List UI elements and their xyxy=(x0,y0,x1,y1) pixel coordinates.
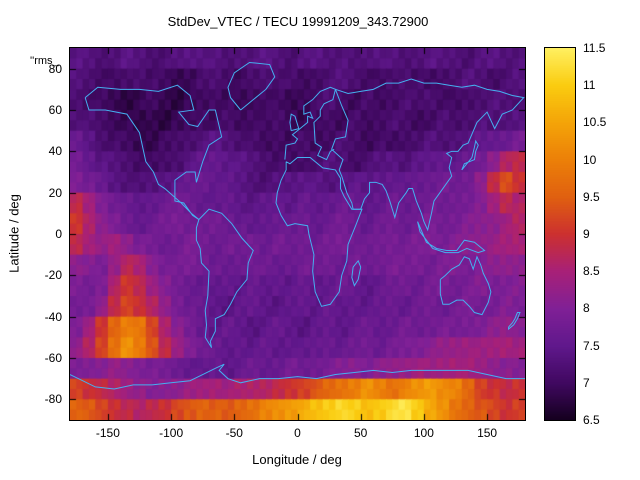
coastline-new-zealand xyxy=(509,313,520,330)
coastline-europe xyxy=(285,87,336,159)
coastline-overlay xyxy=(70,48,525,420)
coastline-madagascar xyxy=(352,261,361,286)
y-tick-label: 20 xyxy=(48,185,62,200)
colorbar-tick-label: 8.5 xyxy=(583,264,600,279)
colorbar-tick-label: 11 xyxy=(583,78,596,93)
x-tick-label: 100 xyxy=(413,426,434,440)
coastline-britain xyxy=(290,114,299,131)
colorbar-tick-label: 10.5 xyxy=(583,115,607,130)
colorbar-canvas xyxy=(545,48,575,420)
y-tick-label: 0 xyxy=(55,227,62,241)
x-tick-label: -100 xyxy=(159,426,184,440)
coastline-japan xyxy=(462,141,478,170)
coastline-antarctica xyxy=(70,364,525,389)
coastline-greenland xyxy=(228,62,275,110)
x-tick-label: 0 xyxy=(294,426,301,440)
x-axis-label: Longitude / deg xyxy=(252,452,342,467)
plot-border xyxy=(69,47,526,421)
coastline-asia xyxy=(332,79,524,230)
coastline-north-america xyxy=(85,85,222,219)
y-tick-label: 60 xyxy=(48,103,62,117)
colorbar-tick-label: 9.5 xyxy=(583,189,600,204)
colorbar-tick-label: 10 xyxy=(583,152,597,167)
y-tick-label: 80 xyxy=(48,61,62,76)
coastline-africa xyxy=(276,158,362,307)
y-tick-label: -60 xyxy=(44,351,62,365)
coastline-australia xyxy=(440,257,491,315)
y-tick-label: 40 xyxy=(48,144,62,159)
colorbar-border xyxy=(544,47,576,421)
chart-title: StdDev_VTEC / TECU 19991209_343.72900 xyxy=(167,14,429,29)
coastline-indonesia xyxy=(418,222,485,253)
x-tick-label: 150 xyxy=(477,426,498,440)
colorbar-tick-label: 11.5 xyxy=(583,41,606,55)
colorbar-tick-label: 7.5 xyxy=(583,338,600,353)
colorbar-tick-label: 9 xyxy=(583,227,590,241)
colorbar-tick-label: 6.5 xyxy=(583,413,600,427)
y-tick-label: -40 xyxy=(44,309,62,324)
y-tick-label: -20 xyxy=(44,268,62,283)
colorbar-tick-label: 7 xyxy=(583,375,590,390)
colorbar-tick-label: 8 xyxy=(583,301,590,316)
coastline-south-america xyxy=(196,209,253,347)
stray-rms-label: ''rms_ xyxy=(30,55,59,67)
y-tick-label: -80 xyxy=(44,392,62,407)
x-tick-label: -150 xyxy=(95,426,120,440)
x-tick-label: -50 xyxy=(225,426,243,440)
x-tick-label: 50 xyxy=(354,426,368,440)
heatmap-canvas xyxy=(70,48,525,420)
